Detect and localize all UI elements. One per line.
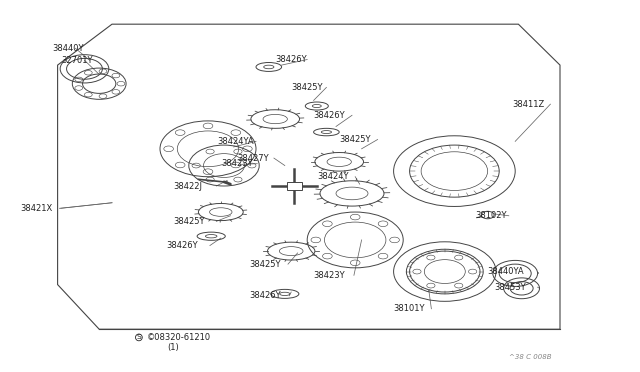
Text: 38425Y: 38425Y (173, 217, 204, 226)
Text: ^38 C 008B: ^38 C 008B (509, 354, 551, 360)
Text: 38424YA: 38424YA (218, 137, 254, 146)
Text: 38424Y: 38424Y (317, 172, 348, 181)
Text: 38426Y: 38426Y (166, 241, 198, 250)
Text: 38425Y: 38425Y (339, 135, 371, 144)
Text: 38426Y: 38426Y (314, 111, 345, 120)
Text: S: S (136, 334, 141, 340)
Text: 38422J: 38422J (173, 182, 202, 190)
Text: (1): (1) (168, 343, 179, 352)
Text: ©08320-61210: ©08320-61210 (147, 333, 211, 342)
Text: 38426Y: 38426Y (275, 55, 307, 64)
Text: 32701Y: 32701Y (61, 56, 92, 65)
Text: 38440Y: 38440Y (52, 44, 84, 53)
Text: 38421X: 38421X (20, 204, 52, 213)
Text: 38411Z: 38411Z (512, 100, 544, 109)
Text: 38453Y: 38453Y (495, 283, 526, 292)
Text: 38423Y: 38423Y (221, 159, 252, 168)
Text: 38425Y: 38425Y (250, 260, 281, 269)
FancyBboxPatch shape (287, 182, 302, 190)
Text: 38440YA: 38440YA (488, 267, 524, 276)
Circle shape (481, 211, 494, 219)
Text: 38427Y: 38427Y (237, 154, 268, 163)
Text: 38425Y: 38425Y (291, 83, 323, 92)
Text: 38426Y: 38426Y (250, 291, 281, 300)
Text: 38102Y: 38102Y (475, 211, 506, 220)
Text: 38101Y: 38101Y (394, 304, 425, 313)
Text: 38423Y: 38423Y (314, 271, 345, 280)
